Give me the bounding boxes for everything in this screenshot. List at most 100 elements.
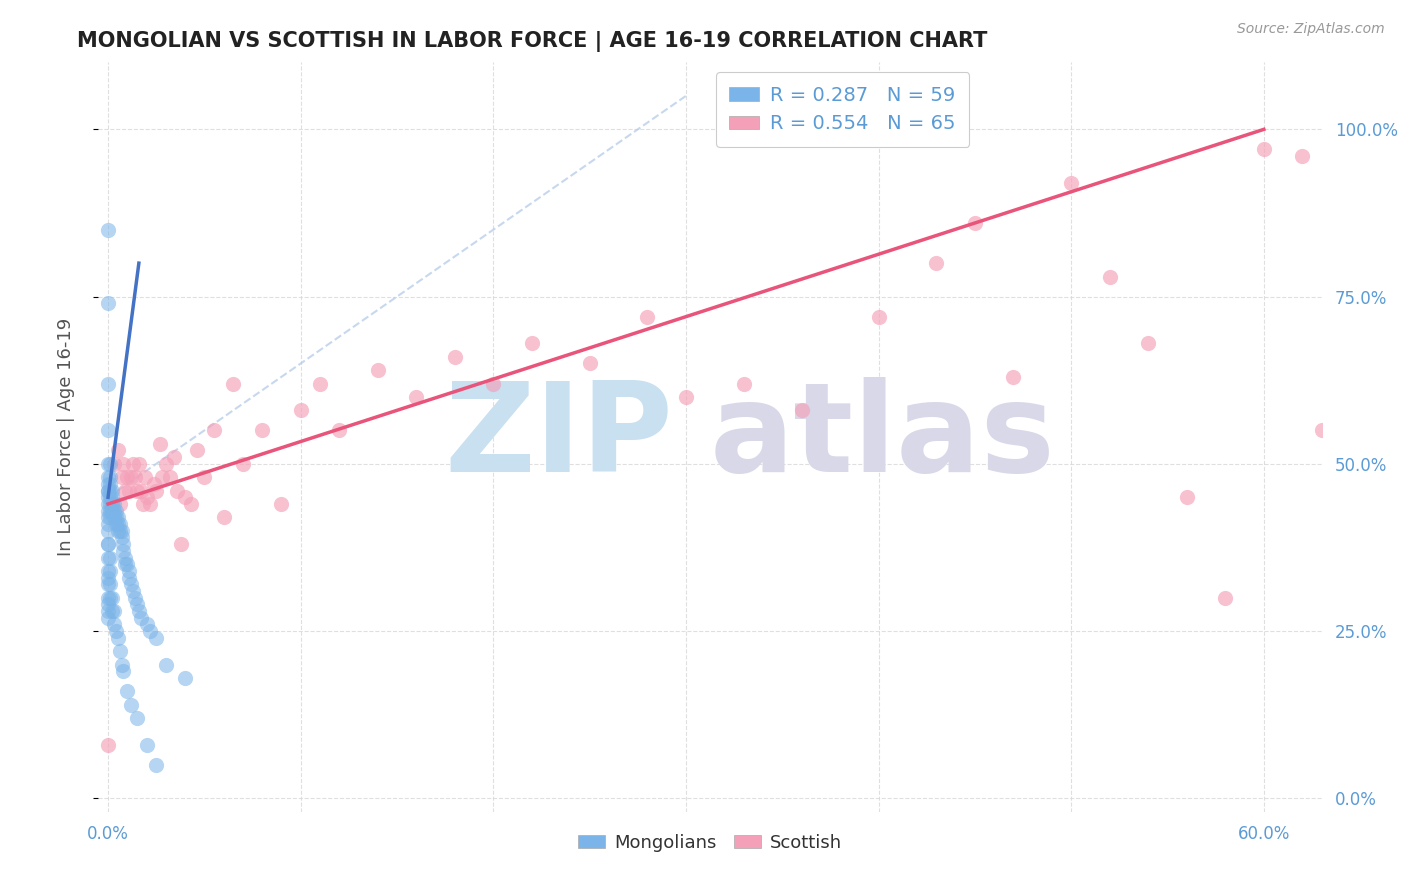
Point bbox=[107, 631, 129, 645]
Point bbox=[98, 564, 121, 578]
Point bbox=[97, 457, 120, 471]
Point bbox=[110, 657, 132, 672]
Point bbox=[97, 476, 120, 491]
Point bbox=[124, 591, 146, 605]
Point bbox=[101, 497, 124, 511]
Point bbox=[124, 470, 146, 484]
Point bbox=[108, 497, 131, 511]
Point bbox=[868, 310, 890, 324]
Point bbox=[103, 503, 125, 517]
Point bbox=[125, 711, 148, 725]
Point bbox=[101, 483, 124, 498]
Point bbox=[108, 644, 131, 658]
Point bbox=[97, 223, 120, 237]
Point bbox=[110, 530, 132, 544]
Point bbox=[174, 671, 197, 685]
Point bbox=[443, 350, 465, 364]
Point bbox=[107, 517, 129, 532]
Point bbox=[97, 604, 120, 618]
Point bbox=[104, 624, 127, 639]
Point bbox=[110, 524, 132, 538]
Point bbox=[232, 457, 254, 471]
Point bbox=[101, 591, 124, 605]
Point bbox=[128, 604, 150, 618]
Point bbox=[103, 457, 125, 471]
Point bbox=[101, 497, 124, 511]
Point bbox=[97, 483, 120, 498]
Point bbox=[290, 403, 312, 417]
Point bbox=[129, 483, 152, 498]
Point bbox=[97, 738, 120, 752]
Point bbox=[170, 537, 193, 551]
Point bbox=[1348, 122, 1371, 136]
Point bbox=[150, 470, 173, 484]
Point bbox=[97, 524, 120, 538]
Point bbox=[104, 503, 127, 517]
Point bbox=[97, 564, 120, 578]
Point bbox=[180, 497, 202, 511]
Text: atlas: atlas bbox=[710, 376, 1056, 498]
Point bbox=[97, 424, 120, 438]
Point bbox=[134, 470, 156, 484]
Point bbox=[117, 557, 139, 572]
Point bbox=[129, 611, 152, 625]
Point bbox=[104, 517, 127, 532]
Point bbox=[186, 443, 208, 458]
Point bbox=[97, 550, 120, 565]
Point bbox=[97, 537, 120, 551]
Point bbox=[101, 491, 124, 505]
Point bbox=[101, 604, 124, 618]
Point bbox=[636, 310, 658, 324]
Point bbox=[107, 443, 129, 458]
Point bbox=[1291, 149, 1313, 163]
Text: Source: ZipAtlas.com: Source: ZipAtlas.com bbox=[1237, 22, 1385, 37]
Point bbox=[97, 537, 120, 551]
Point bbox=[107, 524, 129, 538]
Point bbox=[104, 510, 127, 524]
Point bbox=[367, 363, 389, 377]
Point bbox=[155, 457, 177, 471]
Point bbox=[520, 336, 543, 351]
Point bbox=[98, 470, 121, 484]
Point bbox=[174, 491, 197, 505]
Point bbox=[578, 356, 600, 371]
Point bbox=[97, 296, 120, 310]
Point bbox=[309, 376, 332, 391]
Point bbox=[1253, 143, 1275, 157]
Point bbox=[128, 457, 150, 471]
Point bbox=[97, 470, 120, 484]
Point bbox=[118, 483, 141, 498]
Point bbox=[1098, 269, 1121, 284]
Point bbox=[963, 216, 986, 230]
Point bbox=[97, 517, 120, 532]
Point bbox=[162, 450, 184, 465]
Point bbox=[675, 390, 697, 404]
Point bbox=[118, 564, 141, 578]
Point bbox=[103, 617, 125, 632]
Point bbox=[222, 376, 245, 391]
Point bbox=[103, 510, 125, 524]
Point bbox=[97, 577, 120, 591]
Point bbox=[97, 503, 120, 517]
Point bbox=[139, 624, 162, 639]
Point bbox=[925, 256, 948, 270]
Point bbox=[114, 557, 136, 572]
Point bbox=[98, 510, 121, 524]
Point bbox=[135, 738, 157, 752]
Point bbox=[120, 577, 142, 591]
Point bbox=[98, 591, 121, 605]
Point bbox=[117, 470, 139, 484]
Point bbox=[250, 424, 273, 438]
Point bbox=[98, 483, 121, 498]
Point bbox=[97, 591, 120, 605]
Point bbox=[790, 403, 813, 417]
Point bbox=[97, 497, 120, 511]
Point bbox=[108, 524, 131, 538]
Y-axis label: In Labor Force | Age 16-19: In Labor Force | Age 16-19 bbox=[56, 318, 75, 557]
Point bbox=[98, 497, 121, 511]
Point bbox=[482, 376, 505, 391]
Point bbox=[1002, 369, 1025, 384]
Point bbox=[122, 457, 145, 471]
Point bbox=[155, 657, 177, 672]
Point bbox=[103, 604, 125, 618]
